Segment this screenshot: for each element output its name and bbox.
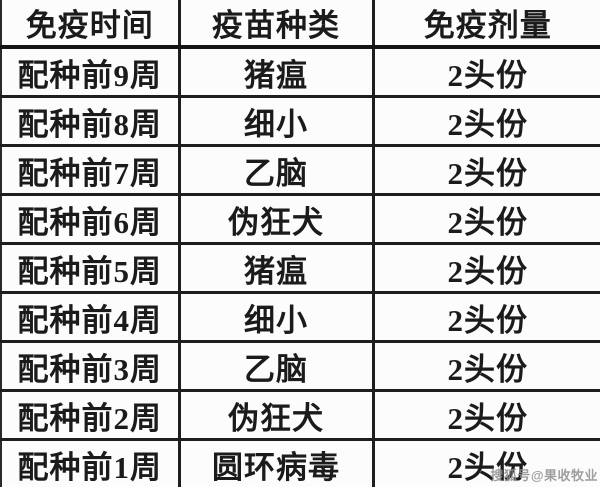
table-row: 配种前9周 猪瘟 2头份 (1, 47, 600, 98)
header-cell-dose: 免疫剂量 (373, 0, 600, 49)
table-row: 配种前7周 乙脑 2头份 (1, 145, 600, 196)
table-row: 配种前4周 细小 2头份 (1, 292, 600, 343)
cell-dose: 2头份 (373, 292, 600, 343)
cell-dose: 2头份 (373, 243, 600, 294)
cell-dose: 2头份 (373, 145, 600, 196)
table-row: 配种前2周 伪狂犬 2头份 (1, 390, 600, 441)
cell-vaccine: 猪瘟 (179, 243, 375, 294)
table-header: 免疫时间 疫苗种类 免疫剂量 (1, 0, 600, 49)
cell-time: 配种前6周 (1, 194, 181, 245)
cell-time: 配种前2周 (1, 390, 181, 441)
table-row: 配种前6周 伪狂犬 2头份 (1, 194, 600, 245)
cell-vaccine: 乙脑 (179, 145, 375, 196)
table-row: 配种前1周 圆环病毒 2头份 (1, 439, 600, 487)
header-row: 免疫时间 疫苗种类 免疫剂量 (1, 0, 600, 49)
header-cell-vaccine: 疫苗种类 (179, 0, 375, 49)
cell-vaccine: 伪狂犬 (179, 194, 375, 245)
table-row: 配种前5周 猪瘟 2头份 (1, 243, 600, 294)
cell-vaccine: 伪狂犬 (179, 390, 375, 441)
cell-dose: 2头份 (373, 194, 600, 245)
cell-time: 配种前1周 (1, 439, 181, 487)
table-row: 配种前8周 细小 2头份 (1, 96, 600, 147)
cell-vaccine: 细小 (179, 96, 375, 147)
cell-time: 配种前9周 (1, 47, 181, 98)
cell-vaccine: 乙脑 (179, 341, 375, 392)
cell-vaccine: 圆环病毒 (179, 439, 375, 487)
cell-time: 配种前7周 (1, 145, 181, 196)
cell-dose: 2头份 (373, 47, 600, 98)
table-row: 配种前3周 乙脑 2头份 (1, 341, 600, 392)
table-body: 配种前9周 猪瘟 2头份 配种前8周 细小 2头份 配种前7周 乙脑 2头份 配种前6周 伪狂犬 2头… (1, 47, 600, 487)
cell-dose: 2头份 (447, 449, 528, 485)
cell-time: 配种前3周 (1, 341, 181, 392)
cell-vaccine: 细小 (179, 292, 375, 343)
cell-time: 配种前4周 (1, 292, 181, 343)
cell-dose: 2头份 (373, 390, 600, 441)
cell-time: 配种前5周 (1, 243, 181, 294)
watermark: 搜狐号@果收牧业 (490, 468, 598, 483)
cell-dose: 2头份 (373, 341, 600, 392)
cell-vaccine: 猪瘟 (179, 47, 375, 98)
cell-time: 配种前8周 (1, 96, 181, 147)
header-cell-time: 免疫时间 (1, 0, 181, 49)
cell-dose: 2头份 (373, 96, 600, 147)
